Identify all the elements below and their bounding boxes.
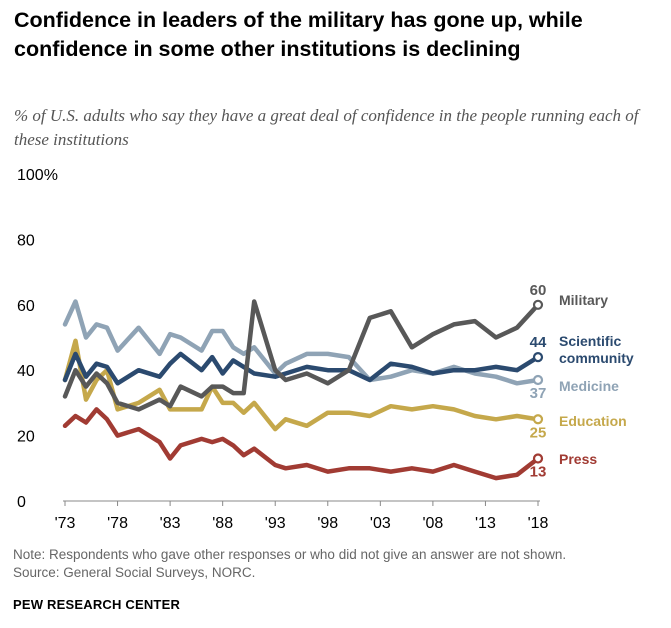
- x-tick-label: '78: [107, 515, 128, 532]
- series-name-label: Medicine: [559, 378, 619, 394]
- series-end-value: 13: [530, 463, 547, 480]
- x-tick-label: '73: [55, 515, 76, 532]
- series-lines: [62, 299, 544, 481]
- y-tick-label: 20: [17, 429, 35, 446]
- x-tick-label: '93: [265, 515, 286, 532]
- y-axis: 0 20 40 60 80 100%: [17, 167, 58, 511]
- brand-logo-text: PEW RESEARCH CENTER: [13, 597, 181, 612]
- x-tick-label: '13: [475, 515, 496, 532]
- series-end-value: 60: [530, 282, 547, 299]
- x-tick-label: '83: [160, 515, 181, 532]
- series-line: [62, 351, 541, 386]
- chart-source: Source: General Social Surveys, NORC.: [13, 565, 256, 580]
- series-end-marker: [532, 299, 544, 310]
- series-end-marker: [532, 453, 544, 464]
- series-end-marker: [532, 352, 544, 363]
- series-line: [62, 407, 541, 481]
- series-end-marker: [532, 374, 544, 386]
- y-tick-label: 60: [17, 298, 35, 315]
- series-name-label: Scientific: [559, 333, 621, 349]
- x-axis: '73 '78 '83 '88 '93 '98 '03 '08 '13 '18: [55, 500, 549, 532]
- series-end-marker: [532, 414, 544, 425]
- series-name-label: Military: [559, 292, 608, 308]
- series-name-label: Education: [559, 413, 627, 429]
- x-tick-label: '08: [422, 515, 443, 532]
- series-name-label: Press: [559, 451, 597, 467]
- series-line: [62, 299, 541, 412]
- chart-subtitle: % of U.S. adults who say they have a gre…: [14, 106, 639, 149]
- x-tick-label: '98: [317, 515, 338, 532]
- series-end-value: 44: [530, 334, 547, 351]
- x-tick-label: '03: [370, 515, 391, 532]
- y-tick-label: 80: [17, 232, 35, 249]
- y-tick-label: 100%: [17, 167, 58, 184]
- series-end-value: 25: [530, 424, 547, 441]
- line-chart: 0 20 40 60 80 100% '73 '78 '83 '88 '93 '98 '03 '08 '1…: [17, 167, 634, 532]
- x-tick-label: '88: [212, 515, 233, 532]
- y-tick-label: 40: [17, 363, 35, 380]
- series-end-value: 37: [530, 385, 547, 402]
- x-tick-label: '18: [528, 515, 549, 532]
- chart-note: Note: Respondents who gave other respons…: [13, 547, 567, 562]
- series-name-label: community: [559, 350, 634, 366]
- y-tick-label: 0: [17, 494, 26, 511]
- chart-title: Confidence in leaders of the military ha…: [14, 8, 583, 61]
